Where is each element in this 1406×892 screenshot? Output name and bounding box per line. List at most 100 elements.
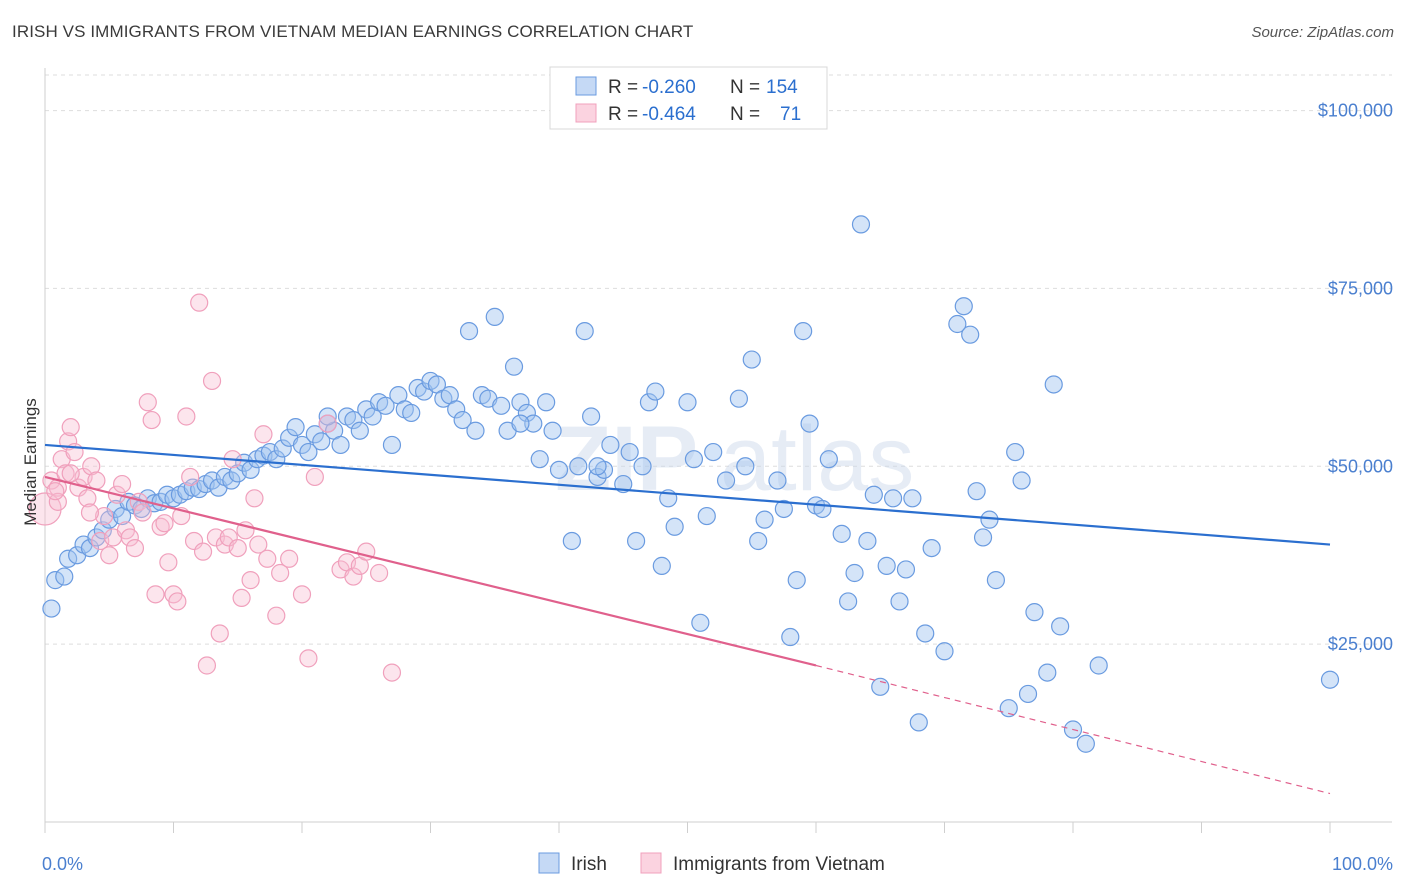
vietnam-point-52 — [258, 549, 277, 568]
vietnam-point-23 — [133, 503, 152, 522]
legend-swatch-vietnam — [575, 103, 597, 123]
bottom-legend-vietnam: Immigrants from Vietnam — [673, 854, 885, 875]
irish-point-149 — [1089, 656, 1108, 675]
legend-n-label-1: N = — [730, 77, 760, 98]
irish-point-88 — [620, 442, 639, 462]
series-vietnam — [28, 293, 402, 682]
irish-point-64 — [453, 410, 472, 430]
irish-point-8 — [93, 521, 112, 540]
y-tick-label-0: $25,000 — [1328, 634, 1393, 654]
series-legend: Irish Immigrants from Vietnam — [538, 852, 885, 875]
irish-point-75 — [524, 414, 543, 433]
vietnam-point-51 — [254, 425, 273, 444]
irish-point-2 — [55, 567, 74, 586]
irish-point-151 — [588, 457, 607, 476]
irish-point-108 — [774, 499, 793, 519]
irish-trend-line — [44, 443, 1331, 546]
irish-point-145 — [1044, 375, 1063, 394]
irish-point-124 — [883, 489, 903, 508]
irish-point-134 — [961, 325, 980, 344]
irish-point-125 — [890, 592, 909, 611]
source-label: Source: ZipAtlas.com — [1251, 24, 1394, 41]
x-tick-label-0: 0.0% — [42, 854, 83, 874]
vietnam-point-66 — [382, 663, 402, 682]
vietnam-point-18 — [112, 474, 132, 494]
y-tick-labels: $25,000 $50,000 $75,000 $100,000 — [1318, 101, 1393, 655]
legend-n-value-1: 154 — [766, 77, 798, 98]
vietnam-point-10 — [78, 489, 97, 508]
irish-point-81 — [569, 457, 588, 476]
y-axis-label: Median Earnings — [21, 398, 40, 526]
irish-point-139 — [999, 699, 1018, 718]
vietnam-point-26 — [146, 585, 165, 604]
irish-point-47 — [344, 410, 363, 430]
vietnam-point-62 — [344, 567, 363, 586]
irish-point-150 — [1320, 670, 1340, 689]
stats-legend: R = -0.260 N = 154 R = -0.464 N = 71 — [549, 66, 828, 130]
vietnam-point-14 — [95, 506, 114, 526]
irish-point-152 — [511, 414, 530, 433]
irish-point-74 — [517, 403, 536, 423]
vietnam-point-49 — [245, 489, 264, 508]
vietnam-point-69 — [46, 482, 65, 501]
irish-point-118 — [845, 563, 864, 583]
irish-point-144 — [1038, 663, 1057, 682]
irish-point-89 — [626, 531, 646, 551]
vietnam-point-55 — [280, 549, 299, 568]
irish-point-110 — [787, 571, 806, 590]
irish-point-91 — [639, 393, 659, 412]
vietnam-point-31 — [168, 592, 187, 611]
irish-point-131 — [935, 642, 954, 661]
irish-point-153 — [318, 407, 337, 426]
irish-point-117 — [839, 592, 858, 611]
vietnam-point-24 — [138, 393, 157, 412]
vietnam-point-70 — [80, 503, 100, 522]
irish-point-66 — [466, 421, 485, 440]
bottom-legend-swatch-irish — [538, 852, 560, 874]
vietnam-point-28 — [155, 514, 174, 533]
bottom-legend-swatch-vietnam — [640, 852, 662, 874]
irish-point-82 — [575, 322, 594, 341]
irish-point-133 — [954, 297, 973, 316]
irish-point-52 — [376, 396, 395, 415]
legend-n-label-2: N = — [730, 104, 760, 125]
vietnam-point-29 — [159, 553, 178, 572]
vietnam-point-33 — [177, 407, 196, 426]
irish-point-69 — [485, 307, 504, 326]
vietnam-point-54 — [271, 563, 290, 583]
irish-point-83 — [582, 407, 601, 426]
irish-point-127 — [903, 489, 922, 508]
legend-r-label-1: R = — [608, 77, 638, 98]
vietnam-point-12 — [87, 471, 106, 490]
irish-point-123 — [877, 556, 896, 575]
vietnam-point-6 — [61, 418, 80, 437]
grid-lines — [45, 74, 1392, 645]
vietnam-trend-extension — [815, 664, 1331, 795]
vietnam-point-34 — [181, 467, 200, 487]
irish-point-80 — [562, 531, 581, 551]
irish-point-106 — [755, 510, 774, 529]
vietnam-point-39 — [202, 371, 222, 391]
trend-lines — [44, 443, 1331, 795]
irish-point-97 — [684, 450, 704, 469]
series-irish — [42, 215, 1340, 753]
vietnam-point-25 — [142, 410, 161, 430]
irish-point-39 — [292, 435, 312, 455]
irish-point-100 — [704, 442, 723, 462]
y-tick-label-1: $50,000 — [1328, 456, 1393, 476]
vietnam-point-11 — [82, 457, 101, 476]
vietnam-trend-line — [44, 475, 817, 667]
vietnam-point-38 — [197, 656, 217, 675]
irish-point-98 — [691, 613, 710, 632]
vietnam-point-56 — [292, 585, 312, 604]
irish-point-146 — [1051, 617, 1070, 636]
irish-point-141 — [1012, 471, 1031, 490]
irish-point-70 — [492, 396, 511, 415]
irish-point-132 — [948, 314, 967, 334]
irish-point-73 — [511, 393, 530, 412]
irish-point-95 — [665, 517, 684, 536]
irish-point-65 — [459, 322, 479, 341]
vietnam-point-37 — [193, 542, 213, 561]
irish-point-143 — [1025, 603, 1044, 622]
